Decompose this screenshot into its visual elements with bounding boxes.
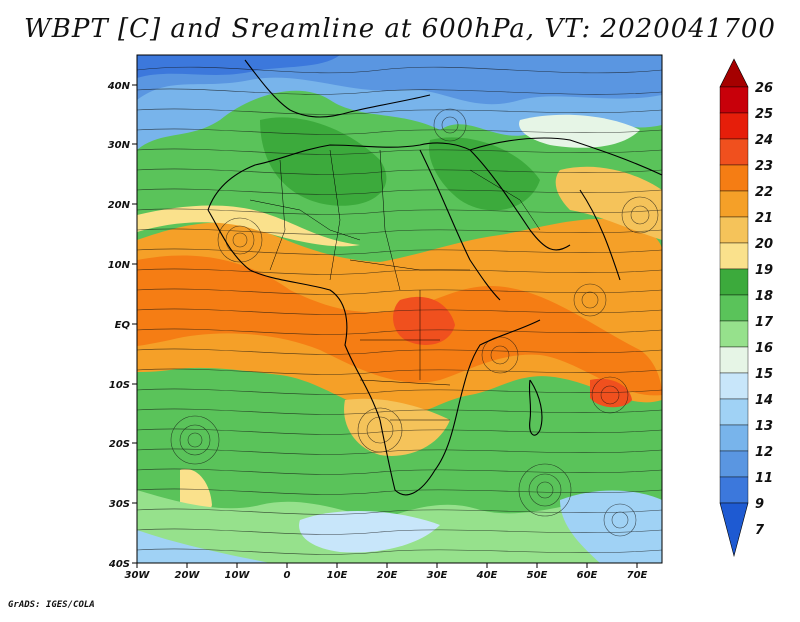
colorbar-swatch (719, 372, 749, 400)
lat-label-eq: EQ (115, 320, 131, 331)
colorbar-swatch (719, 216, 749, 244)
colorbar-bottom-arrow (719, 502, 749, 558)
lon-label-10w: 10W (225, 570, 251, 581)
colorbar-label: 18 (755, 289, 773, 304)
credit-text: GrADS: IGES/COLA (8, 600, 95, 610)
lon-label-20e: 20E (377, 570, 398, 581)
colorbar-swatch (719, 320, 749, 348)
map-frame (136, 54, 663, 564)
lon-label-0: 0 (284, 570, 291, 581)
colorbar-label: 12 (755, 445, 773, 460)
colorbar-swatch (719, 164, 749, 192)
lon-label-70e: 70E (627, 570, 648, 581)
lat-label-20n: 20N (108, 200, 131, 211)
lon-label-60e: 60E (577, 570, 598, 581)
lat-axis: 40N 30N 20N 10N EQ 10S 20S 30S 40S (107, 81, 137, 570)
colorbar-label: 16 (755, 341, 773, 356)
colorbar-label: 13 (755, 419, 773, 434)
coastlines (207, 59, 662, 496)
lat-label-10n: 10N (108, 260, 131, 271)
lat-label-40n: 40N (107, 81, 131, 92)
colorbar-label: 19 (755, 263, 773, 278)
country-borders (249, 149, 541, 421)
colorbar-label: 9 (755, 497, 764, 512)
colorbar-label: 17 (755, 315, 774, 330)
colorbar-label: 11 (755, 471, 773, 486)
wbpt-field (137, 55, 662, 563)
chart-title: WBPT [C] and Sreamline at 600hPa, VT: 20… (24, 14, 776, 44)
lon-label-40e: 40E (476, 570, 498, 581)
colorbar-swatch (719, 424, 749, 452)
lon-axis: 30W 20W 10W 0 10E 20E 30E 40E 50E 60E 70… (125, 563, 648, 581)
lon-label-20w: 20W (175, 570, 201, 581)
colorbar-swatch (719, 346, 749, 374)
colorbar-label: 7 (755, 523, 765, 538)
lon-ticks (136, 563, 638, 568)
lon-label-30w: 30W (125, 570, 151, 581)
lat-label-10s: 10S (109, 380, 130, 391)
colorbar-swatch (719, 398, 749, 426)
colorbar-label: 26 (755, 81, 773, 96)
lat-label-30s: 30S (109, 499, 130, 510)
colorbar-swatch (719, 450, 749, 478)
colorbar-swatch (719, 476, 749, 504)
lat-label-30n: 30N (108, 140, 131, 151)
colorbar-swatch (719, 138, 749, 166)
colorbar-swatch (719, 242, 749, 270)
colorbar-label: 15 (755, 367, 773, 382)
lon-label-50e: 50E (527, 570, 548, 581)
lon-label-10e: 10E (327, 570, 348, 581)
lon-label-30e: 30E (427, 570, 448, 581)
colorbar-swatch (719, 190, 749, 218)
lat-label-40s: 40S (108, 559, 130, 570)
colorbar-label: 20 (755, 237, 773, 252)
lat-label-20s: 20S (109, 439, 130, 450)
colorbar-label: 14 (755, 393, 773, 408)
colorbar-label: 23 (755, 159, 773, 174)
colorbar-swatch (719, 294, 749, 322)
lat-ticks (132, 84, 137, 564)
colorbar-swatch (719, 86, 749, 114)
colorbar-label: 25 (755, 107, 773, 122)
colorbar-swatch (719, 268, 749, 296)
colorbar-label: 22 (755, 185, 773, 200)
colorbar-label: 21 (755, 211, 773, 226)
colorbar-top-arrow (719, 58, 749, 88)
streamlines (137, 66, 662, 555)
colorbar-swatch (719, 112, 749, 140)
colorbar: 26 25 24 23 22 21 20 19 18 17 16 15 14 1… (719, 58, 774, 558)
colorbar-label: 24 (755, 133, 773, 148)
